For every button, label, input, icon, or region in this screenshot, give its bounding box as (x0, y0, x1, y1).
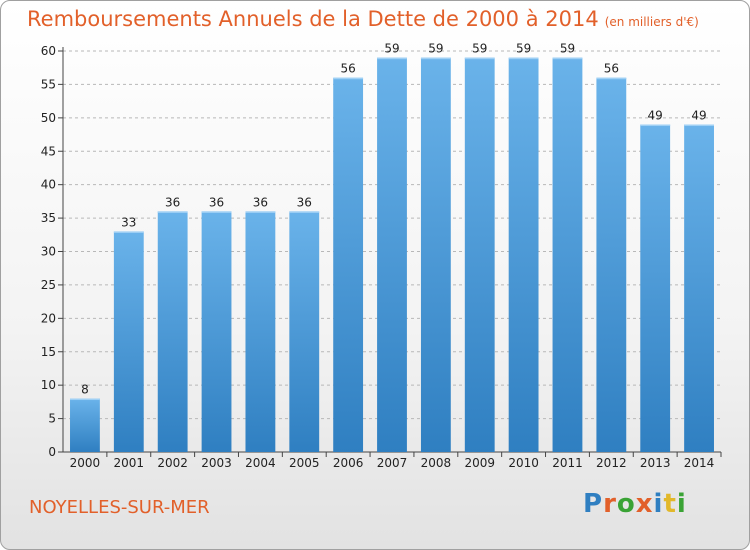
y-tick-label: 10 (41, 378, 56, 392)
bar-top-edge (684, 124, 714, 127)
data-label-2011: 59 (560, 42, 575, 56)
bar-2004 (245, 211, 276, 452)
chart-title-text: Remboursements Annuels de la Dette de 20… (27, 7, 599, 31)
bar-2009 (464, 57, 495, 452)
bar-top-edge (201, 211, 232, 213)
data-label-2012: 56 (604, 62, 619, 76)
data-label-2014: 49 (691, 109, 706, 123)
bar-top-edge (333, 77, 364, 80)
bar-2002 (157, 211, 188, 452)
label-layer: 8 33 36 36 36 36 56 59 59 59 59 59 56 49 49 (81, 42, 707, 397)
bar-top-edge (70, 398, 100, 401)
bar-2012 (596, 77, 627, 452)
x-tick-label-2010: 2010 (508, 456, 539, 470)
data-label-2001: 33 (121, 215, 136, 229)
y-tick-label: 55 (41, 77, 56, 91)
bar-2013 (640, 124, 671, 453)
y-tick-label: 15 (41, 345, 56, 359)
chart-title: Remboursements Annuels de la Dette de 20… (27, 7, 699, 31)
logo-letter: i (676, 489, 687, 519)
data-label-2005: 36 (297, 195, 312, 209)
y-tick-label: 5 (48, 412, 56, 426)
data-label-2003: 36 (209, 195, 224, 209)
logo-letter: r (603, 489, 617, 519)
bar-layer (70, 57, 714, 453)
x-tick-label-2001: 2001 (114, 456, 145, 470)
bar-2006 (333, 77, 364, 452)
data-label-2006: 56 (340, 62, 355, 76)
bar-top-edge (377, 57, 407, 60)
x-tick-label-2004: 2004 (245, 456, 276, 470)
commune-name: NOYELLES-SUR-MER (29, 497, 210, 518)
data-label-2000: 8 (81, 383, 89, 397)
bar-2007 (377, 57, 407, 452)
x-tick-label-2007: 2007 (377, 456, 408, 470)
bar-top-edge (245, 211, 276, 213)
bar-top-edge (289, 211, 320, 213)
x-tick-label-2005: 2005 (289, 456, 320, 470)
y-tick-label: 60 (41, 44, 56, 58)
y-tick-label: 25 (41, 278, 56, 292)
x-tick-label-2014: 2014 (684, 456, 715, 470)
x-tick-label-2008: 2008 (421, 456, 452, 470)
x-tick-label-2000: 2000 (70, 456, 101, 470)
x-tick-label-2013: 2013 (640, 456, 671, 470)
bar-top-edge (640, 124, 671, 127)
logo-letter: t (663, 489, 677, 519)
y-tick-label: 50 (41, 111, 56, 125)
bar-top-edge (596, 77, 627, 80)
y-tick-label: 20 (41, 311, 56, 325)
bar-2000 (70, 398, 100, 452)
logo-letter: P (583, 489, 604, 519)
bar-2010 (508, 57, 539, 452)
bar-2014 (684, 124, 714, 453)
data-label-2009: 59 (472, 42, 487, 56)
data-label-2007: 59 (384, 42, 399, 56)
data-label-2008: 59 (428, 42, 443, 56)
y-tick-label: 35 (41, 211, 56, 225)
y-tick-label: 30 (41, 245, 56, 259)
logo-letter: o (616, 489, 636, 519)
proxiti-logo: Proxiti (583, 489, 687, 519)
bar-top-edge (420, 57, 451, 60)
chart-subtitle: (en milliers d'€) (604, 15, 699, 29)
bar-2011 (552, 57, 583, 452)
bar-2008 (420, 57, 451, 452)
bar-2003 (201, 211, 232, 452)
y-tick-label: 45 (41, 144, 56, 158)
bar-top-edge (464, 57, 495, 60)
y-tick-label: 40 (41, 178, 56, 192)
bar-top-edge (552, 57, 583, 60)
x-tick-label-2012: 2012 (596, 456, 627, 470)
x-tick-label-2009: 2009 (464, 456, 495, 470)
data-label-2013: 49 (648, 109, 663, 123)
x-tick-label-2003: 2003 (201, 456, 232, 470)
logo-letter: i (653, 489, 664, 519)
data-label-2002: 36 (165, 195, 180, 209)
bar-2001 (113, 231, 144, 452)
x-tick-label-2002: 2002 (157, 456, 188, 470)
data-label-2004: 36 (253, 195, 268, 209)
x-tick-label-2011: 2011 (552, 456, 583, 470)
data-label-2010: 59 (516, 42, 531, 56)
y-tick-label: 0 (48, 445, 56, 459)
bar-2005 (289, 211, 320, 452)
x-tick-label-2006: 2006 (333, 456, 364, 470)
bar-top-edge (157, 211, 188, 213)
logo-letter: x (635, 489, 654, 519)
bar-top-edge (113, 231, 144, 233)
bar-top-edge (508, 57, 539, 60)
